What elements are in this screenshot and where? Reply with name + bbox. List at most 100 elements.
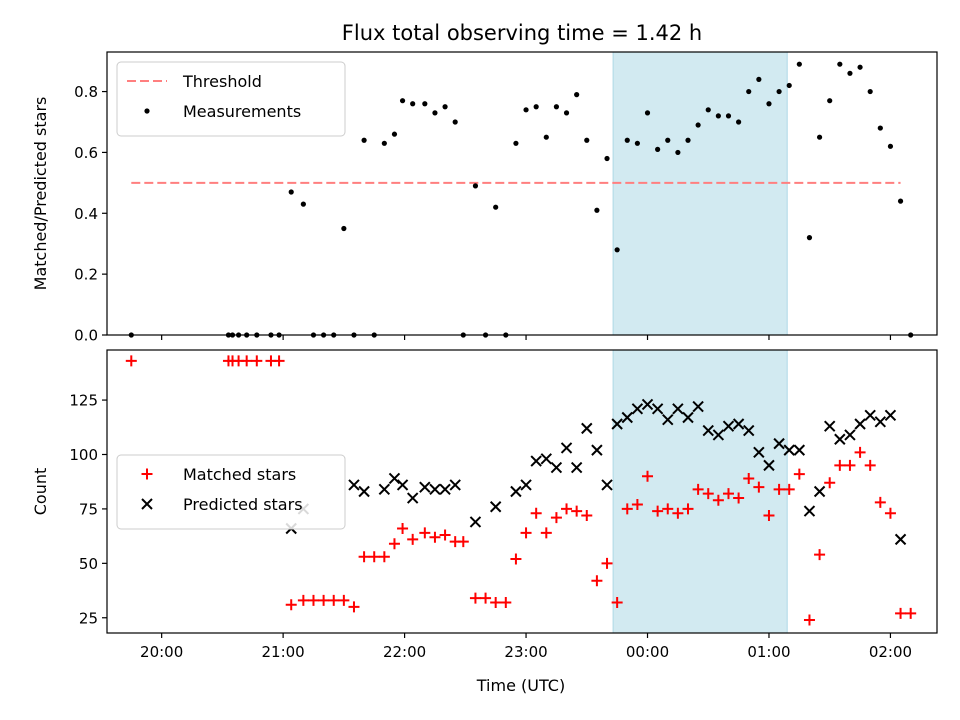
- matched-point: [273, 355, 285, 367]
- predicted-point: [520, 479, 532, 491]
- matched-point: [530, 507, 542, 519]
- measurement-point: [877, 125, 883, 131]
- measurement-point: [806, 235, 813, 241]
- legend-label: Measurements: [183, 102, 301, 121]
- x-axis-label: Time (UTC): [476, 676, 565, 695]
- measurement-point: [493, 204, 499, 210]
- y-axis-label: Matched/Predicted stars: [31, 97, 50, 291]
- matched-point: [368, 551, 380, 563]
- matched-point: [905, 607, 917, 619]
- matched-point: [814, 549, 826, 561]
- matched-point: [854, 446, 866, 458]
- measurement-point: [655, 146, 661, 152]
- matched-point: [652, 505, 664, 517]
- measurement-point: [472, 183, 479, 189]
- matched-point: [358, 551, 370, 563]
- predicted-point: [388, 472, 401, 485]
- matched-point: [611, 597, 623, 609]
- x-tick-label: 21:00: [262, 643, 305, 661]
- predicted-point: [722, 420, 735, 432]
- matched-point: [561, 503, 573, 515]
- predicted-point: [712, 429, 725, 441]
- matched-point: [407, 533, 419, 545]
- matched-point: [672, 507, 684, 519]
- predicted-point: [419, 481, 431, 493]
- y-tick-label: 0.6: [74, 144, 98, 162]
- measurement-point: [523, 107, 529, 113]
- legend-entry: Predicted stars: [141, 495, 303, 514]
- y-tick-label: 100: [69, 446, 98, 464]
- predicted-point: [813, 485, 826, 498]
- x-tick-label: 23:00: [504, 643, 547, 661]
- measurement-point: [634, 140, 640, 146]
- legend-x-swatch: [141, 498, 153, 510]
- matched-point: [439, 529, 451, 541]
- matched-point: [621, 503, 633, 515]
- y-tick-label: 25: [79, 609, 98, 627]
- matched-point: [895, 607, 907, 619]
- matched-point: [338, 594, 350, 606]
- matched-point: [662, 503, 674, 515]
- measurement-point: [300, 201, 306, 207]
- matched-point: [581, 509, 593, 521]
- measurement-point: [452, 119, 458, 125]
- predicted-point: [672, 403, 684, 415]
- predicted-point: [743, 424, 755, 437]
- matched-point: [328, 594, 340, 606]
- x-tick-label: 00:00: [626, 643, 669, 661]
- matched-point: [510, 553, 522, 565]
- series-matched-stars: [125, 355, 917, 626]
- predicted-point: [793, 444, 806, 456]
- matched-point: [469, 592, 481, 604]
- measurement-point: [776, 88, 782, 95]
- ratio-panel: 0.0 0.2 0.4 0.6 0.8 Matched/Predicted stars Th…: [31, 51, 938, 345]
- measurement-point: [736, 119, 742, 125]
- matched-point: [682, 503, 694, 515]
- predicted-point: [621, 411, 633, 424]
- matched-point: [378, 551, 390, 563]
- measurement-point: [897, 198, 904, 204]
- matched-point: [490, 597, 502, 609]
- matched-point: [397, 523, 409, 535]
- predicted-point: [854, 418, 866, 430]
- legend-label: Matched stars: [183, 465, 296, 484]
- predicted-point: [834, 433, 846, 445]
- matched-point: [591, 575, 603, 587]
- matched-point: [874, 496, 886, 508]
- legend-box: [116, 61, 346, 137]
- y-tick-label: 0.2: [74, 266, 98, 284]
- observing-window: [612, 51, 788, 336]
- predicted-point: [773, 437, 785, 450]
- predicted-point: [489, 501, 502, 513]
- predicted-point: [591, 444, 603, 456]
- matched-point: [712, 494, 724, 506]
- measurement-point: [695, 122, 701, 128]
- matched-point: [571, 505, 583, 517]
- predicted-point: [692, 400, 704, 413]
- matched-point: [241, 355, 253, 367]
- matched-point: [763, 509, 775, 521]
- matched-point: [753, 481, 765, 493]
- legend-label: Threshold: [182, 72, 262, 91]
- measurement-point: [391, 131, 398, 137]
- measurement-point: [381, 140, 387, 146]
- matched-point: [550, 512, 562, 524]
- predicted-point: [570, 461, 583, 474]
- matched-point: [297, 594, 309, 606]
- predicted-point: [449, 479, 461, 491]
- measurement-point: [399, 98, 406, 104]
- measurement-point: [553, 104, 560, 110]
- measurement-point: [288, 189, 294, 195]
- measurement-point: [624, 137, 630, 143]
- measurement-point: [827, 98, 833, 104]
- measurement-point: [432, 110, 438, 116]
- predicted-point: [550, 461, 563, 474]
- observing-window: [612, 349, 788, 634]
- measurement-point: [341, 225, 347, 232]
- measurement-point: [857, 64, 863, 70]
- count-panel: 25 50 75 100 125 20:00 21:00 22:00 23:00 00:00 01:…: [31, 349, 938, 661]
- predicted-point: [510, 485, 522, 498]
- y-tick-label: 0.0: [74, 327, 98, 345]
- predicted-point: [560, 442, 573, 454]
